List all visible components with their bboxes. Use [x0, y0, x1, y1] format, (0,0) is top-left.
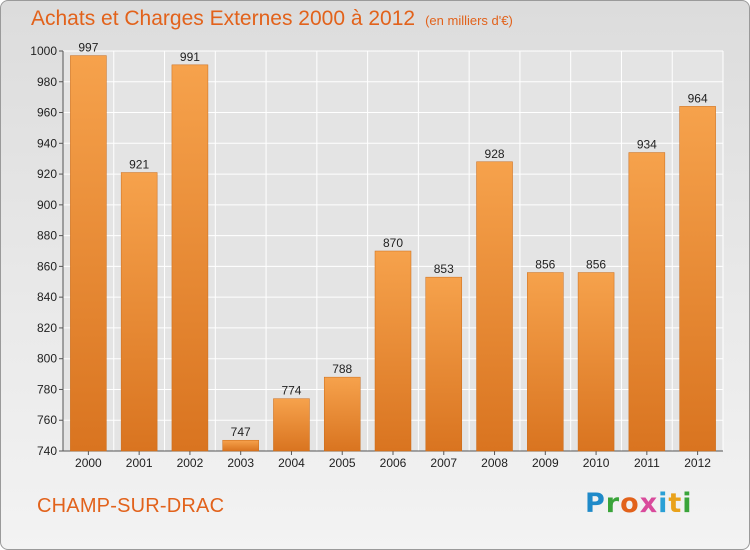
- data-label-2003: 747: [231, 425, 251, 439]
- data-label-2004: 774: [281, 384, 301, 398]
- y-tick-label: 880: [37, 229, 57, 243]
- x-tick-label-2012: 2012: [684, 456, 711, 470]
- y-tick-label: 780: [37, 382, 57, 396]
- data-label-2000: 997: [78, 41, 98, 55]
- y-tick-label: 900: [37, 198, 57, 212]
- data-label-2012: 964: [688, 91, 708, 105]
- x-tick-label-2009: 2009: [532, 456, 559, 470]
- bar-2002: [171, 64, 209, 452]
- data-label-2008: 928: [485, 147, 505, 161]
- labels: 997 2000 921 2001 991 2002 747 2003 774 2004 788 20…: [75, 41, 711, 470]
- bar-2003: [222, 439, 259, 452]
- x-tick-label-2007: 2007: [430, 456, 457, 470]
- y-tick-label: 840: [37, 290, 57, 304]
- bar-2012: [679, 106, 716, 452]
- x-tick-label-2010: 2010: [583, 456, 610, 470]
- x-tick-label-2008: 2008: [481, 456, 508, 470]
- y-tick-label: 960: [37, 106, 57, 120]
- bar-2010: [577, 272, 615, 452]
- data-label-2011: 934: [637, 138, 657, 152]
- proxiti-logo: Proxiti: [585, 488, 693, 519]
- x-tick-label-2004: 2004: [278, 456, 305, 470]
- y-tick-label: 920: [37, 167, 57, 181]
- data-label-2001: 921: [129, 158, 149, 172]
- x-tick-label-2000: 2000: [75, 456, 102, 470]
- bar-2005: [323, 376, 361, 452]
- data-label-2009: 856: [535, 258, 555, 272]
- y-tick-label: 740: [37, 444, 57, 458]
- y-tick-label: 800: [37, 352, 57, 366]
- bar-2006: [374, 250, 412, 452]
- bar-2001: [120, 172, 158, 452]
- y-tick-label: 820: [37, 321, 57, 335]
- bar-2008: [476, 161, 513, 452]
- data-label-2006: 870: [383, 236, 403, 250]
- data-label-2007: 853: [434, 262, 454, 276]
- x-tick-label-2003: 2003: [227, 456, 254, 470]
- chart-title: Achats et Charges Externes 2000 à 2012 (e…: [31, 7, 513, 31]
- bar-2000: [70, 55, 107, 452]
- data-label-2005: 788: [332, 362, 352, 376]
- bar-2007: [425, 276, 463, 452]
- x-tick-label-2011: 2011: [634, 456, 660, 470]
- x-tick-label-2001: 2001: [126, 456, 153, 470]
- chart-unit: (en milliers d'€): [425, 13, 513, 28]
- bar-2009: [527, 272, 564, 452]
- bars: [70, 55, 716, 452]
- data-label-2002: 991: [180, 50, 200, 64]
- x-tick-label-2005: 2005: [329, 456, 356, 470]
- y-tick-label: 860: [37, 259, 57, 273]
- x-tick-label-2002: 2002: [177, 456, 204, 470]
- bar-2004: [273, 398, 310, 452]
- y-tick-label: 940: [37, 136, 57, 150]
- chart-title-text: Achats et Charges Externes 2000 à 2012: [31, 7, 416, 30]
- data-label-2010: 856: [586, 258, 606, 272]
- y-tick-label: 1000: [30, 44, 57, 58]
- commune-name: CHAMP-SUR-DRAC: [37, 495, 225, 517]
- x-tick-label-2006: 2006: [380, 456, 407, 470]
- y-tick-label: 760: [37, 413, 57, 427]
- bar-2011: [628, 152, 666, 452]
- y-tick-label: 980: [37, 75, 57, 89]
